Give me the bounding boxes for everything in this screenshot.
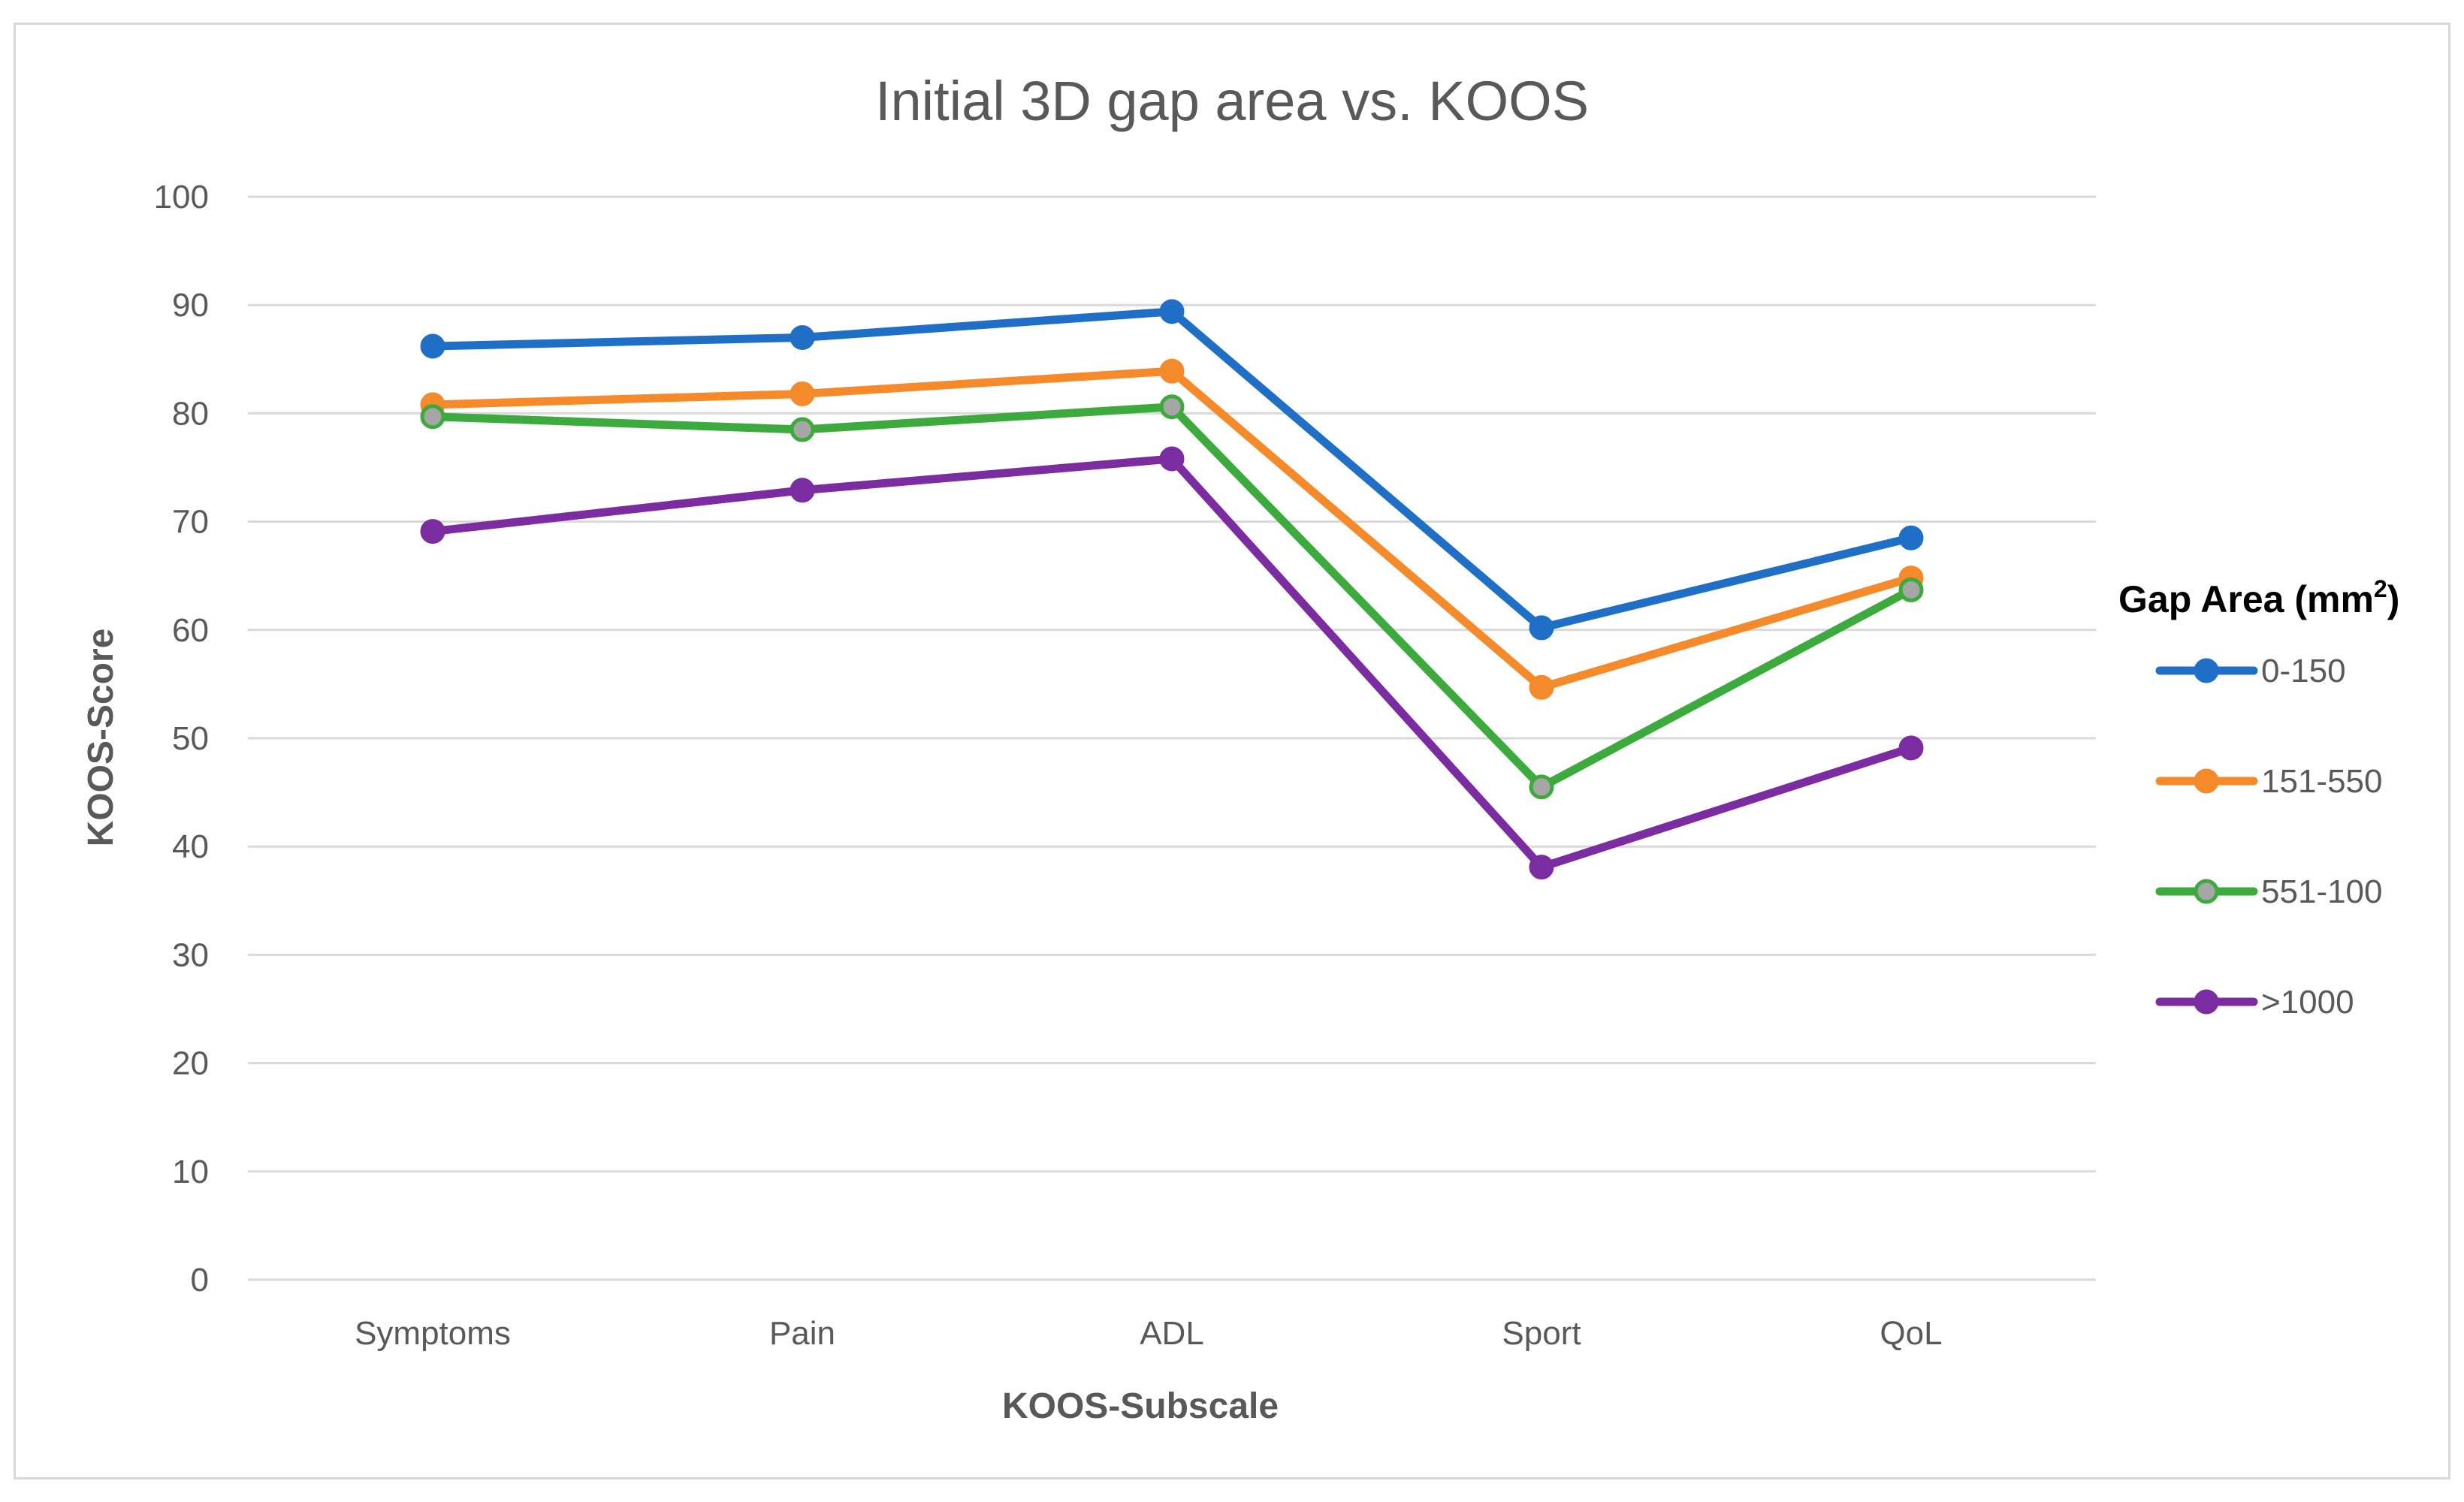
legend: Gap Area (mm2) 0-150 151-550 551-100 >1000 xyxy=(2118,575,2399,1021)
legend-item: >1000 xyxy=(2155,984,2354,1021)
data-point xyxy=(1529,774,1554,800)
series->1000 xyxy=(420,446,1924,880)
data-point xyxy=(1159,299,1185,324)
y-tick-label: 20 xyxy=(172,1045,209,1082)
x-axis-ticks: Symptoms Pain ADL Sport QoL xyxy=(355,1315,1943,1352)
data-point xyxy=(790,417,815,442)
y-axis-title: KOOS-Score xyxy=(81,629,121,847)
legend-title: Gap Area (mm2) xyxy=(2118,575,2399,620)
data-point xyxy=(790,381,815,406)
x-tick-label: Pain xyxy=(769,1315,835,1352)
series-0-150 xyxy=(420,299,1924,641)
y-tick-label: 50 xyxy=(172,720,209,757)
chart-title: Initial 3D gap area vs. KOOS xyxy=(875,70,1589,132)
x-tick-label: Symptoms xyxy=(355,1315,511,1352)
x-tick-label: Sport xyxy=(1502,1315,1581,1352)
legend-title-text: Gap Area (mm xyxy=(2118,578,2374,620)
legend-marker xyxy=(2194,768,2219,794)
legend-item: 151-550 xyxy=(2155,763,2382,800)
chart-frame xyxy=(14,23,2450,1479)
legend-marker xyxy=(2194,658,2219,683)
data-point xyxy=(420,404,445,430)
legend-label: >1000 xyxy=(2261,984,2354,1021)
y-tick-label: 10 xyxy=(172,1154,209,1190)
legend-items: 0-150 151-550 551-100 >1000 xyxy=(2155,653,2382,1021)
x-tick-label: ADL xyxy=(1140,1315,1204,1352)
data-point xyxy=(790,478,815,503)
y-tick-label: 100 xyxy=(154,179,209,216)
series-line xyxy=(428,454,1916,872)
data-point xyxy=(1159,358,1185,384)
y-tick-label: 70 xyxy=(172,504,209,541)
data-point xyxy=(1898,577,1924,602)
series-551-100 xyxy=(420,394,1924,800)
data-point xyxy=(1159,394,1185,420)
x-tick-label: QoL xyxy=(1880,1315,1942,1352)
legend-marker xyxy=(2194,879,2219,904)
legend-label: 551-100 xyxy=(2261,873,2382,910)
y-tick-label: 90 xyxy=(172,287,209,324)
data-point xyxy=(1159,446,1185,472)
x-axis-title: KOOS-Subscale xyxy=(1002,1386,1279,1426)
y-tick-label: 40 xyxy=(172,828,209,865)
legend-label: 151-550 xyxy=(2261,763,2382,800)
legend-marker xyxy=(2194,989,2219,1015)
legend-title-superscript: 2 xyxy=(2374,575,2387,602)
legend-title-close: ) xyxy=(2387,578,2400,620)
legend-item: 0-150 xyxy=(2155,653,2346,689)
data-point xyxy=(420,333,445,359)
y-tick-label: 80 xyxy=(172,395,209,432)
data-point xyxy=(420,519,445,544)
y-tick-label: 60 xyxy=(172,612,209,649)
data-point xyxy=(1898,735,1924,761)
y-tick-label: 0 xyxy=(191,1262,209,1298)
data-point xyxy=(790,324,815,350)
data-point xyxy=(1529,674,1554,700)
y-tick-label: 30 xyxy=(172,936,209,973)
data-point xyxy=(1529,615,1554,641)
legend-label: 0-150 xyxy=(2261,653,2346,689)
series-lines xyxy=(420,299,1924,880)
legend-item: 551-100 xyxy=(2155,873,2382,910)
data-point xyxy=(1898,525,1924,550)
y-axis-ticks: 0 10 20 30 40 50 60 70 80 90 100 xyxy=(154,179,209,1298)
data-point xyxy=(1529,855,1554,880)
